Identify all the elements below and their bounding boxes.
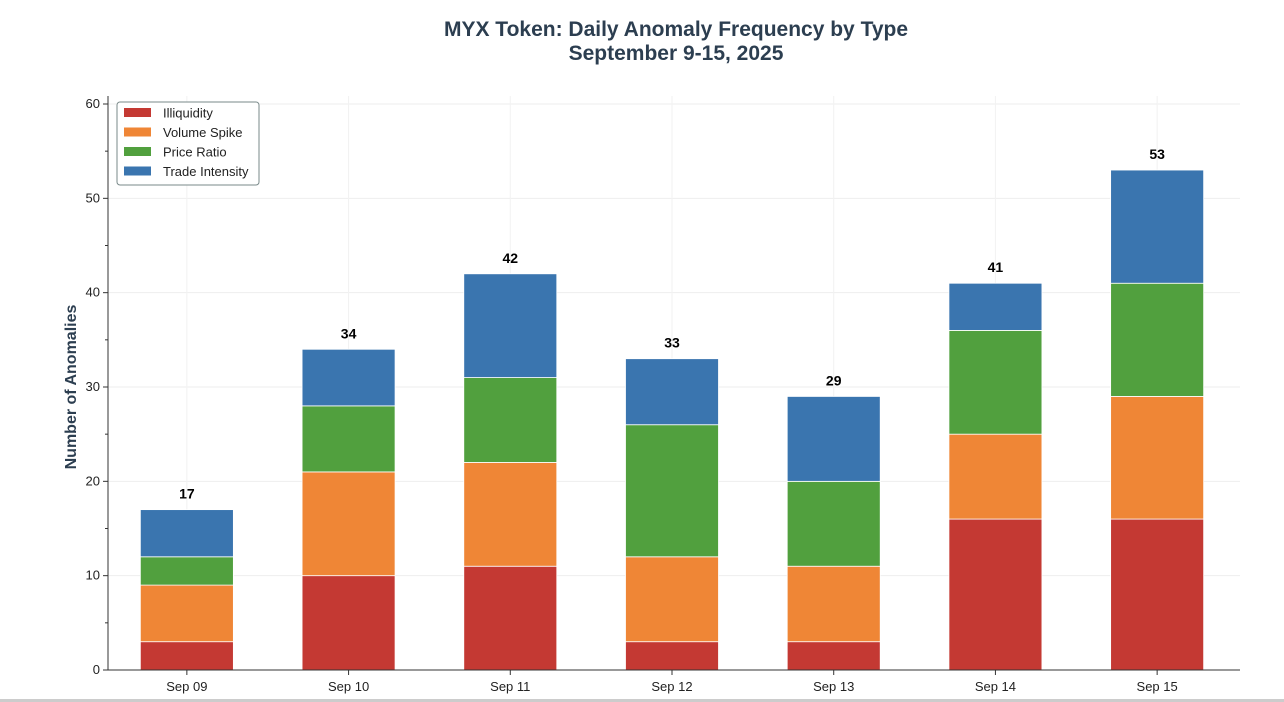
total-label: 41 — [988, 259, 1004, 275]
bar-segment-price-ratio — [786, 480, 881, 567]
bar-segment-volume-spike — [301, 471, 396, 577]
total-label: 33 — [664, 335, 680, 351]
bar-segment-illiquidity — [139, 641, 234, 671]
bar-segment-volume-spike — [625, 556, 719, 643]
total-label: 42 — [502, 250, 518, 266]
bar-segment-price-ratio — [625, 424, 719, 558]
legend-swatch — [124, 108, 151, 117]
bar-segment-trade-intensity — [301, 348, 396, 407]
x-tick-label: Sep 09 — [166, 679, 207, 694]
bar-segment-price-ratio — [139, 556, 234, 586]
total-label: 29 — [826, 372, 842, 388]
x-tick-label: Sep 11 — [490, 679, 530, 694]
bar-segment-trade-intensity — [625, 358, 719, 426]
total-label: 17 — [179, 486, 195, 502]
y-tick-label: 40 — [86, 285, 100, 300]
legend-swatch — [124, 147, 151, 156]
legend-swatch — [124, 166, 151, 176]
y-tick-label: 60 — [86, 96, 100, 111]
x-tick-label: Sep 14 — [975, 679, 1016, 694]
divider — [0, 699, 1284, 702]
legend-label: Trade Intensity — [163, 164, 249, 179]
total-label: 34 — [341, 325, 357, 341]
y-axis-label: Number of Anomalies — [63, 305, 80, 470]
y-tick-label: 0 — [93, 662, 100, 677]
bar-segment-trade-intensity — [463, 273, 558, 378]
legend-box — [116, 101, 260, 186]
chart-subtitle: September 9-15, 2025 — [568, 42, 784, 65]
bar-segment-illiquidity — [1110, 518, 1205, 671]
x-tick-label: Sep 12 — [651, 679, 692, 694]
legend-label: Illiquidity — [163, 106, 213, 121]
total-label: 53 — [1149, 146, 1165, 162]
y-tick-label: 20 — [86, 473, 100, 488]
bar-segment-illiquidity — [625, 641, 719, 671]
y-tick-label: 10 — [86, 568, 100, 583]
legend-swatch — [124, 127, 151, 137]
bar-segment-trade-intensity — [1110, 169, 1205, 284]
chart-title-block: MYX Token: Daily Anomaly Frequency by Ty… — [0, 18, 1284, 66]
x-tick-label: Sep 10 — [328, 679, 369, 694]
legend-label: Price Ratio — [163, 145, 227, 160]
bar-segment-volume-spike — [463, 462, 558, 567]
bar-segment-volume-spike — [139, 584, 234, 643]
bar-segment-volume-spike — [786, 565, 881, 643]
bar-segment-volume-spike — [948, 433, 1043, 520]
y-tick-label: 30 — [86, 379, 100, 394]
bar-segment-illiquidity — [948, 518, 1043, 671]
x-tick-label: Sep 13 — [813, 679, 854, 694]
bar-segment-price-ratio — [301, 405, 396, 473]
bar-segment-illiquidity — [463, 565, 558, 671]
bar-segment-illiquidity — [301, 575, 396, 671]
bar-segment-price-ratio — [1110, 282, 1205, 397]
x-tick-label: Sep 15 — [1137, 679, 1178, 694]
y-tick-label: 50 — [86, 190, 100, 205]
bar-segment-trade-intensity — [786, 396, 881, 482]
bar-segment-trade-intensity — [139, 509, 234, 558]
legend-label: Volume Spike — [163, 125, 243, 140]
bar-segment-volume-spike — [1110, 396, 1205, 520]
bar-segment-price-ratio — [463, 377, 558, 463]
bar-segment-illiquidity — [786, 641, 881, 671]
chart-title: MYX Token: Daily Anomaly Frequency by Ty… — [443, 18, 909, 41]
bar-segment-price-ratio — [948, 329, 1043, 435]
bar-segment-trade-intensity — [948, 282, 1043, 331]
